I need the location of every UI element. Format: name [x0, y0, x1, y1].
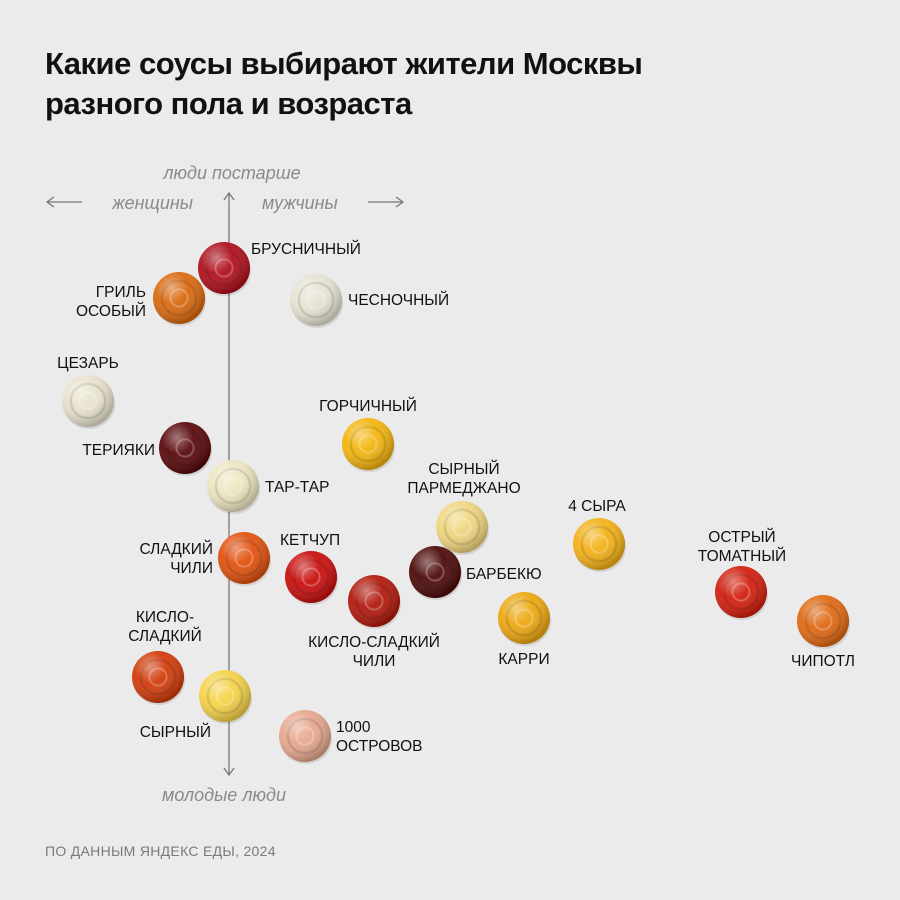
sauce-shine: [797, 595, 849, 647]
arrow-down-icon: [223, 767, 235, 777]
sauce-point-6: ТАР-ТАР: [207, 460, 329, 514]
axis-label-right: мужчины: [262, 193, 338, 213]
sauce-shine: [409, 546, 461, 598]
sauce-point-4: ГОРЧИЧНЫЙ: [319, 397, 417, 472]
sauce-shine: [199, 670, 251, 722]
sauce-label-line: ОСТРОВОВ: [336, 738, 422, 755]
chart-title: Какие соусы выбирают жители Москвы разно…: [45, 44, 845, 124]
sauce-label: ОСТРЫЙ ТОМАТНЫЙ: [698, 528, 786, 565]
sauce-label-line: ТЕРИЯКИ: [82, 442, 155, 459]
sauce-shine: [207, 460, 259, 512]
sauce-point-13: КИСЛО-СЛАДКИЙ ЧИЛИ: [308, 575, 440, 670]
sauce-point-9: ОСТРЫЙ ТОМАТНЫЙ: [698, 528, 786, 620]
arrow-up-icon: [223, 191, 235, 201]
sauce-label: ТАР-ТАР: [265, 479, 329, 496]
sauce-shine: [436, 501, 488, 553]
sauce-label: ЦЕЗАРЬ: [57, 355, 119, 372]
sauce-label-line: ЧЕСНОЧНЫЙ: [348, 291, 449, 309]
sauce-shine: [159, 422, 211, 474]
sauce-point-1: ГРИЛЬ ОСОБЫЙ: [76, 272, 206, 326]
sauce-label-line: БРУСНИЧНЫЙ: [251, 240, 361, 258]
sauce-label-line: СЛАДКИЙ: [139, 540, 213, 558]
sauce-point-0: БРУСНИЧНЫЙ: [198, 240, 361, 296]
sauce-label: ГРИЛЬ ОСОБЫЙ: [76, 284, 146, 320]
arrow-left-icon: [45, 196, 55, 208]
sauce-point-5: ТЕРИЯКИ: [82, 422, 212, 476]
sauce-label-line: СЫРНЫЙ: [140, 723, 211, 741]
sauce-shine: [342, 418, 394, 470]
sauce-point-3: ЦЕЗАРЬ: [57, 355, 119, 429]
sauce-label-line: ОСТРЫЙ: [708, 528, 775, 546]
sauce-label-line: СЫРНЫЙ: [428, 460, 499, 478]
sauce-point-8: 4 СЫРА: [568, 498, 626, 572]
sauce-point-18: 1000 ОСТРОВОВ: [279, 710, 422, 764]
sauce-label: ТЕРИЯКИ: [82, 442, 155, 459]
sauce-label: 4 СЫРА: [568, 498, 626, 515]
sauce-label-line: ЧИПОТЛ: [791, 653, 855, 670]
axis-label-left: женщины: [111, 193, 193, 213]
sauce-shine: [218, 532, 270, 584]
sauce-label-line: КАРРИ: [498, 651, 549, 668]
sauce-label: ЧИПОТЛ: [791, 653, 855, 670]
sauce-label-line: ГОРЧИЧНЫЙ: [319, 397, 417, 415]
sauce-shine: [153, 272, 205, 324]
sauce-label-line: ОСОБЫЙ: [76, 302, 146, 320]
sauce-label: БАРБЕКЮ: [466, 566, 542, 583]
sauce-label: КАРРИ: [498, 651, 549, 668]
sauce-label: СЫРНЫЙ: [140, 723, 211, 741]
sauce-label-line: ЦЕЗАРЬ: [57, 355, 119, 372]
sauce-label: 1000 ОСТРОВОВ: [336, 719, 422, 755]
title-line-1: Какие соусы выбирают жители Москвы: [45, 46, 643, 81]
sauce-label-line: ЧИЛИ: [353, 653, 396, 670]
sauce-point-10: СЛАДКИЙ ЧИЛИ: [139, 532, 271, 586]
sauce-label-line: ЧИЛИ: [170, 560, 213, 577]
points: БРУСНИЧНЫЙ ГРИЛЬ ОСОБЫЙ ЧЕСНОЧНЫЙ ЦЕЗАРЬ ГОРЧ…: [57, 240, 855, 764]
sauce-label: БРУСНИЧНЫЙ: [251, 240, 361, 258]
sauce-point-14: КАРРИ: [498, 592, 551, 668]
sauce-point-15: ЧИПОТЛ: [791, 595, 855, 670]
arrow-right-icon: [395, 196, 405, 208]
sauce-point-7: СЫРНЫЙ ПАРМЕДЖАНО: [407, 460, 521, 555]
sauce-shine: [290, 274, 342, 326]
sauce-label-line: 1000: [336, 719, 371, 736]
sauce-shine: [285, 551, 337, 603]
sauce-shine: [715, 566, 767, 618]
sauce-label-line: ПАРМЕДЖАНО: [407, 480, 520, 497]
sauce-label: КЕТЧУП: [280, 532, 340, 549]
sauce-label-line: ТАР-ТАР: [265, 479, 329, 496]
title-line-2: разного пола и возраста: [45, 86, 412, 121]
sauce-point-2: ЧЕСНОЧНЫЙ: [290, 274, 449, 328]
sauce-label-line: КЕТЧУП: [280, 532, 340, 549]
sauce-label: ЧЕСНОЧНЫЙ: [348, 291, 449, 309]
sauce-shine: [198, 242, 250, 294]
sauce-label-line: КИСЛО-: [136, 609, 194, 626]
sauce-shine: [573, 518, 625, 570]
sauce-shine: [62, 375, 114, 427]
sauce-label: КИСЛО-СЛАДКИЙ: [128, 609, 202, 645]
sauce-label-line: БАРБЕКЮ: [466, 566, 542, 583]
axis-label-bottom: молодые люди: [162, 785, 286, 805]
axis-label-top: люди постарше: [162, 163, 300, 183]
sauce-label-line: СЛАДКИЙ: [128, 627, 202, 645]
sauce-label: СЛАДКИЙ ЧИЛИ: [139, 540, 213, 577]
sauce-point-17: СЫРНЫЙ: [140, 670, 252, 741]
sauce-shine: [498, 592, 550, 644]
sauce-label-line: КИСЛО-СЛАДКИЙ: [308, 633, 440, 651]
sauce-label-line: ТОМАТНЫЙ: [698, 547, 786, 565]
sauce-point-11: КЕТЧУП: [280, 532, 340, 605]
sauce-label: СЫРНЫЙ ПАРМЕДЖАНО: [407, 460, 520, 497]
axes: люди постарше женщины мужчины молодые люди: [45, 163, 405, 805]
sauce-label-line: 4 СЫРА: [568, 498, 626, 515]
sauce-label-line: ГРИЛЬ: [96, 284, 146, 301]
sauce-label: ГОРЧИЧНЫЙ: [319, 397, 417, 415]
sauce-shine: [132, 651, 184, 703]
sauce-shine: [348, 575, 400, 627]
sauce-label: КИСЛО-СЛАДКИЙ ЧИЛИ: [308, 633, 440, 670]
sauce-shine: [279, 710, 331, 762]
sauce-point-12: БАРБЕКЮ: [409, 546, 542, 600]
source-footer: ПО ДАННЫМ ЯНДЕКС ЕДЫ, 2024: [45, 843, 276, 859]
sauce-point-16: КИСЛО-СЛАДКИЙ: [128, 609, 202, 705]
